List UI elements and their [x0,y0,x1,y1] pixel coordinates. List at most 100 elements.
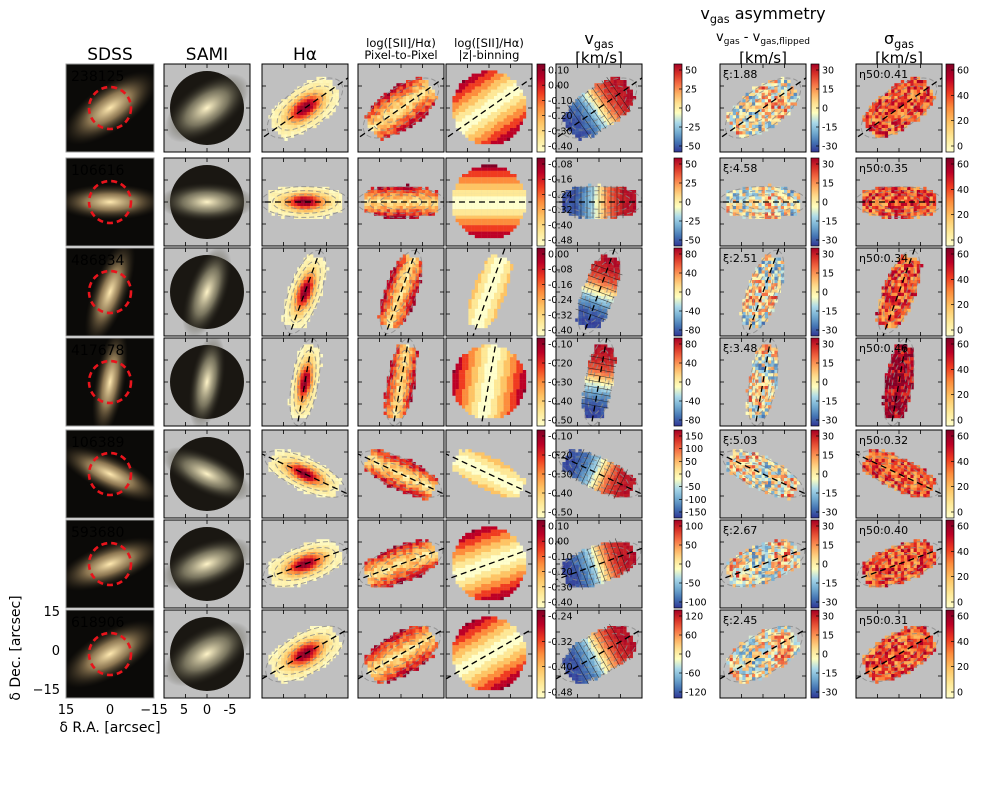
galaxy-id-label: 106389 [71,435,124,451]
panel-frame [65,63,155,153]
panel-ticks [856,64,942,152]
panel-ticks [164,520,250,608]
column-line2-vasym: vgas - vgas,flipped [716,30,810,47]
panel-ticks [720,610,806,698]
panel-ticks [556,64,642,152]
pixel-map [364,183,439,219]
colorbar-tick-label: -0.32 [548,310,573,321]
colorbar-tick-label: -0.10 [548,552,573,563]
sami-galaxy [182,248,232,336]
colorbar-tick-label: 30 [822,160,834,171]
colorbar-tick-label: -0.40 [548,598,573,609]
colorbar-sigma-593680: 60 40 20 0 [945,519,969,609]
panel-sigma-106616: η50:0.35 [856,158,942,246]
sami-galaxy [164,621,250,687]
eta50-label: η50:0.31 [859,614,908,627]
column-subtitle-sigma: [km/s] [875,49,923,67]
panel-ticks [720,338,806,426]
panel-sami-486834 [164,248,250,336]
colorbar-tick-label: 80 [685,250,697,261]
colorbar-vgas-593680: 100 50 0 -50 -100 [673,519,707,609]
contour-ellipse [358,186,444,218]
colorbar-vgas-618906: 120 60 0 -60 -120 [673,609,707,699]
colorbar-tick-label: -0.32 [548,637,573,648]
colorbar-tick-label: -25 [685,123,701,134]
panel-ticks [164,610,250,698]
panel-halpha-106616 [262,158,348,246]
colorbar-sii_pix-486834: 0.00 -0.08 -0.16 -0.24 -0.32 -0.40 [536,247,573,337]
colorbar-tick-label: -50 [685,236,701,247]
colorbar-tick-label: -100 [685,598,707,609]
panel-sii_z-486834 [446,248,532,336]
colorbar-sigma-618906: 60 40 20 0 [945,609,969,699]
colorbar-tick-label: 0 [822,650,828,661]
panel-frame [65,609,155,699]
panel-sii_z-106389 [446,430,532,518]
colorbar-tick-label: 0 [957,688,963,699]
sami-aperture-circle [87,541,133,587]
galaxy-image [66,619,154,689]
colorbar-tick-label: 30 [822,250,834,261]
colorbar-tick-label: -15 [822,217,838,228]
panel-frame [65,429,155,519]
colorbar-tick-label: 40 [957,637,969,648]
panel-halpha-106389 [262,430,348,518]
colorbar-tick-label: 0 [957,142,963,153]
y-axis-label: δ Dec. [arcsec] [8,595,24,700]
colorbar-tick-label: 0 [822,470,828,481]
panel-ticks [358,248,444,336]
colorbar-tick-label: -0.30 [548,378,573,389]
colorbar-tick-label: -80 [685,416,701,427]
panel-ticks [720,248,806,336]
colorbar-tick-label: -15 [822,489,838,500]
panel-ticks [856,338,942,426]
panel-sdss-106389: 106389 [66,430,154,518]
velocity-contour [609,540,623,576]
colorbar-tick-label: -0.10 [548,96,573,107]
major-axis-line [392,338,410,426]
panel-ticks [262,248,348,336]
panel-sii_pix-106616 [358,158,444,246]
panel-ticks [164,158,250,246]
colorbar-tick-label: 40 [685,359,697,370]
x-tick-label-sami: 0 [203,703,211,718]
sami-aperture-circle [87,359,133,405]
panel-ticks [720,430,806,518]
sami-aperture-circle [87,269,133,315]
colorbar-tick-label: 15 [822,541,834,552]
colorbar-gradient [536,519,546,609]
x-axis-label: δ R.A. [arcsec] [59,720,160,736]
colorbar-tick-label: 0 [957,236,963,247]
pixel-map [862,626,937,684]
panel-ticks [446,64,532,152]
pixel-map [452,70,527,145]
colorbar-tick-label: 20 [957,116,969,127]
sami-galaxy [164,73,250,143]
sami-galaxy [164,182,250,222]
colorbar-tick-label: -50 [685,482,701,493]
colorbar-vasym-593680: 30 15 0 -15 -30 [810,519,838,609]
panel-sii_pix-238125 [358,64,444,152]
colorbar-tick-label: 40 [957,547,969,558]
pixel-map [726,76,801,138]
panel-halpha-417678 [262,338,348,426]
colorbar-tick-label: 0.00 [548,250,569,261]
panel-ticks [358,520,444,608]
panel-grid: 238125 ξ:1.88 η50:0.41 106616 ξ:4.58 η50:0.35… [65,63,943,699]
colorbar-sii_pix-238125: 0.10 0.00 -0.10 -0.20 -0.30 -0.40 [536,63,573,153]
colorbar-tick-label: 15 [822,451,834,462]
panel-ticks [262,338,348,426]
colorbar-tick-label: 0 [822,198,828,209]
colorbar-vasym-618906: 30 15 0 -15 -30 [810,609,838,699]
y-tick-label: −15 [33,683,60,698]
colorbar-tick-label: 0 [685,104,691,115]
pixel-map [364,626,439,684]
colorbar-vasym-238125: 30 15 0 -15 -30 [810,63,838,153]
colorbar-tick-label: -0.20 [548,567,573,578]
panel-vasym-417678: ξ:3.48 [720,338,806,426]
panel-vgas-417678 [556,338,642,426]
column-title-sami: SAMI [186,45,228,65]
colorbar-vasym-417678: 30 15 0 -15 -30 [810,337,838,427]
colorbar-tick-label: 60 [957,340,969,351]
galaxy-image [66,71,154,145]
